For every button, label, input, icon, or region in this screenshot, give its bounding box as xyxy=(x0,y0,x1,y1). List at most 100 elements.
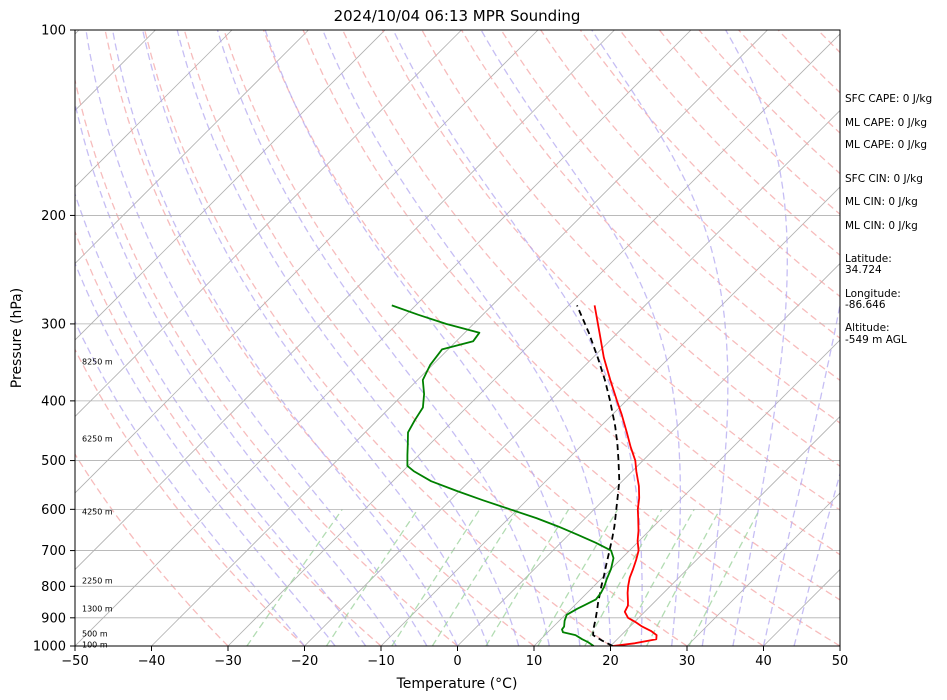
isotherm-line xyxy=(610,415,840,646)
moist-adiabat-line xyxy=(762,301,840,646)
y-tick-label: 300 xyxy=(41,317,66,332)
moist-adiabat-line xyxy=(392,30,643,646)
dry-adiabat-line xyxy=(75,77,458,646)
moist-adiabat-line xyxy=(75,100,397,646)
moist-adiabat-line xyxy=(142,30,489,646)
y-tick-label: 1000 xyxy=(33,640,66,655)
side-panel: SFC CAPE: 0 J/kg ML CAPE: 0 J/kg ML CAPE… xyxy=(845,93,932,346)
x-tick-label: 40 xyxy=(755,654,772,669)
y-tick-label: 200 xyxy=(41,209,66,224)
dry-adiabat-line xyxy=(223,30,764,646)
dry-adiabat-line xyxy=(460,30,840,424)
background-lines xyxy=(75,30,840,646)
dry-adiabat-line xyxy=(262,30,840,646)
x-tick-label: 0 xyxy=(453,654,461,669)
dewpoint-trace xyxy=(391,304,615,646)
dry-adiabat-line xyxy=(540,30,840,340)
moist-adiabat-line xyxy=(75,261,336,646)
y-tick-label: 400 xyxy=(41,394,66,409)
x-tick-label: 30 xyxy=(679,654,696,669)
height-label: 2250 m xyxy=(82,577,113,586)
dry-adiabat-line xyxy=(342,30,840,556)
pressure-gridlines xyxy=(75,30,840,646)
height-labels: 100 m 500 m 1300 m 2250 m 4250 m 6250 m 8250 m xyxy=(82,357,113,649)
height-label: 100 m xyxy=(82,641,108,650)
height-label: 6250 m xyxy=(82,434,113,443)
sfc-cin-text: SFC CIN: 0 J/kg xyxy=(845,173,923,185)
x-axis-ticks: −50 −40 −30 −20 −10 0 10 20 30 40 50 xyxy=(61,646,848,669)
height-label: 4250 m xyxy=(82,508,113,517)
isotherm-line xyxy=(75,30,692,646)
isotherm-line xyxy=(151,30,768,646)
temperature-trace xyxy=(593,305,658,646)
isotherm-line xyxy=(75,30,462,418)
isotherm-line xyxy=(75,30,233,188)
sfc-cape-text: SFC CAPE: 0 J/kg xyxy=(845,93,932,105)
sounding-traces xyxy=(391,304,658,646)
moist-adiabat-line xyxy=(216,30,550,646)
y-axis-ticks: 100 200 300 400 500 600 700 800 900 1000 xyxy=(33,24,75,655)
x-tick-label: 10 xyxy=(526,654,543,669)
moist-adiabat-line xyxy=(480,30,682,646)
height-label: 1300 m xyxy=(82,605,113,614)
x-tick-label: −10 xyxy=(367,654,394,669)
dry-adiabat-line xyxy=(302,30,840,601)
height-label: 8250 m xyxy=(82,357,113,366)
y-tick-label: 500 xyxy=(41,454,66,469)
x-tick-label: −20 xyxy=(291,654,318,669)
isotherm-line xyxy=(686,492,840,646)
altitude-label: Altitude: xyxy=(845,322,890,334)
x-axis-label: Temperature (°C) xyxy=(396,676,518,692)
height-label: 500 m xyxy=(82,630,108,639)
isotherm-line xyxy=(75,30,539,494)
isotherm-line xyxy=(75,30,309,265)
y-tick-label: 700 xyxy=(41,544,66,559)
altitude-value: -549 m AGL xyxy=(845,334,907,346)
dry-adiabat-line xyxy=(75,348,305,646)
ml-cape-text: ML CAPE: 0 J/kg xyxy=(845,117,927,129)
dry-adiabat-line xyxy=(500,30,840,382)
isotherm-line xyxy=(304,109,840,646)
dry-adiabat-line xyxy=(75,230,382,646)
ml-cape-text-2: ML CAPE: 0 J/kg xyxy=(845,139,927,151)
x-tick-label: −40 xyxy=(138,654,165,669)
longitude-label: Longitude: xyxy=(845,288,901,300)
moist-adiabat-line xyxy=(75,320,305,646)
y-tick-label: 800 xyxy=(41,580,66,595)
y-tick-label: 100 xyxy=(41,24,66,39)
chart-title: 2024/10/04 06:13 MPR Sounding xyxy=(334,7,581,25)
moist-adiabat-line xyxy=(793,471,840,646)
moist-adiabat-line xyxy=(85,30,428,646)
ml-cin-text-2: ML CIN: 0 J/kg xyxy=(845,220,918,232)
y-axis-label: Pressure (hPa) xyxy=(9,288,25,388)
dry-adiabat-line xyxy=(579,30,840,298)
x-tick-label: −30 xyxy=(214,654,241,669)
dry-adiabat-line xyxy=(381,30,840,511)
moist-adiabat-line xyxy=(264,30,581,646)
dry-adiabat-line xyxy=(75,452,229,646)
x-tick-label: 50 xyxy=(832,654,849,669)
dry-adiabat-line xyxy=(144,30,611,646)
parcel-path-trace xyxy=(576,305,621,646)
moist-adiabat-line xyxy=(725,30,788,646)
dry-adiabat-line xyxy=(183,30,688,646)
x-tick-label: 20 xyxy=(602,654,619,669)
longitude-value: -86.646 xyxy=(845,299,886,311)
x-tick-label: −50 xyxy=(61,654,88,669)
latitude-value: 34.724 xyxy=(845,264,882,276)
isotherm-line xyxy=(227,33,840,646)
isotherm-line xyxy=(380,186,840,646)
dry-adiabat-line xyxy=(104,30,535,646)
y-tick-label: 900 xyxy=(41,611,66,626)
isotherm-line xyxy=(75,30,615,571)
ml-cin-text: ML CIN: 0 J/kg xyxy=(845,196,918,208)
moist-adiabat-line xyxy=(176,30,520,646)
isotherm-line xyxy=(533,339,840,646)
isotherm-line xyxy=(75,30,386,341)
moist-adiabat-line xyxy=(75,192,367,646)
y-tick-label: 600 xyxy=(41,503,66,518)
latitude-label: Latitude: xyxy=(845,253,892,265)
moist-adiabat-line xyxy=(111,30,459,646)
